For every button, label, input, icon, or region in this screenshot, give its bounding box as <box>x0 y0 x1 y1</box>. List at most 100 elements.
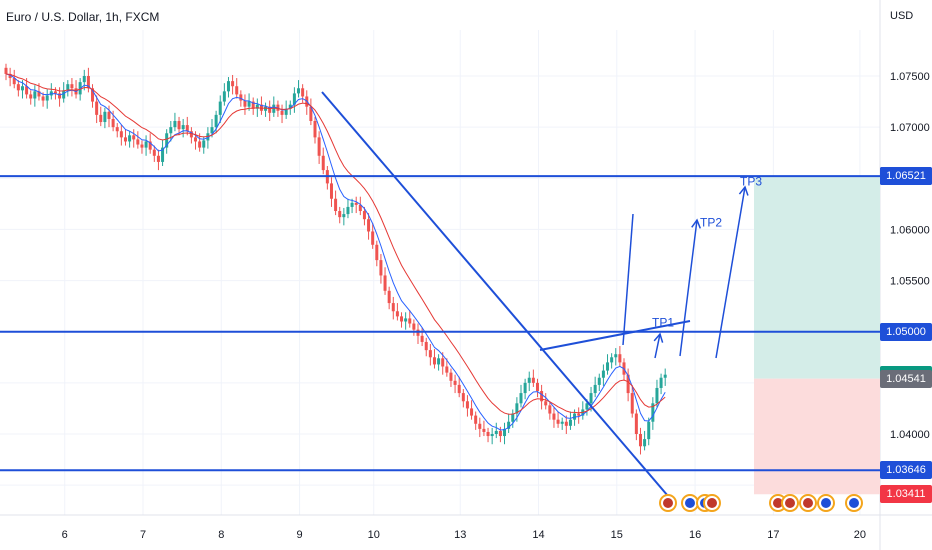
candle-body <box>465 401 469 409</box>
candle-body <box>424 341 428 351</box>
candle-body <box>132 135 136 140</box>
event-flag-center <box>785 498 795 508</box>
candle-body <box>309 106 313 122</box>
candle-body <box>62 90 66 99</box>
candle-body <box>564 421 568 426</box>
candle-body <box>457 384 461 394</box>
price-tag: 1.05000 <box>880 322 932 341</box>
event-flag-icon <box>781 494 799 512</box>
candle-body <box>601 370 605 378</box>
candle-body <box>231 81 235 87</box>
candle-body <box>379 260 383 276</box>
tp2-arrow-head <box>691 218 701 229</box>
candle-body <box>461 393 465 402</box>
candle-body <box>358 204 362 212</box>
candle-body <box>161 147 165 162</box>
candle-body <box>45 95 49 101</box>
candle-body <box>400 316 404 322</box>
candle-body <box>317 137 321 156</box>
candle-body <box>177 121 181 130</box>
candle-body <box>268 106 272 113</box>
candle-body <box>638 434 642 447</box>
price-tag: 1.03411 <box>880 485 932 504</box>
candle-body <box>544 401 548 406</box>
candle-body <box>169 127 173 134</box>
candle-body <box>251 101 255 109</box>
candle-body <box>614 354 618 358</box>
candle-body <box>651 403 655 422</box>
candle-body <box>449 372 453 381</box>
candle-body <box>297 88 301 94</box>
candle-body <box>181 125 185 130</box>
candle-body <box>152 149 156 156</box>
candle-body <box>453 380 457 385</box>
candle-body <box>540 391 544 402</box>
time-axis-label: 14 <box>532 529 544 541</box>
event-flag-center <box>821 498 831 508</box>
time-axis-label: 9 <box>296 529 302 541</box>
candle-body <box>119 131 123 138</box>
candle-body <box>515 403 519 414</box>
candle-body <box>589 393 593 404</box>
candle-body <box>663 374 667 378</box>
candle-body <box>136 139 140 145</box>
candle-body <box>498 430 502 437</box>
currency-label: USD <box>890 10 914 22</box>
candle-body <box>527 377 531 383</box>
candle-body <box>350 202 354 207</box>
tp1-arrow <box>654 333 661 359</box>
time-axis-label: 16 <box>689 529 701 541</box>
candle-body <box>115 127 119 132</box>
candle-body <box>173 121 177 128</box>
tp1-arrow-head <box>653 332 664 343</box>
candle-body <box>239 94 243 101</box>
candle-body <box>37 91 41 97</box>
price-axis-label: 1.07000 <box>890 122 930 134</box>
candle-body <box>362 211 366 220</box>
candle-body <box>556 419 560 424</box>
event-flag-center <box>685 498 695 508</box>
candle-body <box>445 366 449 373</box>
candle-body <box>288 104 292 109</box>
candle-body <box>412 323 416 330</box>
candle-body <box>8 73 12 79</box>
candle-body <box>70 84 74 89</box>
candle-body <box>29 94 33 99</box>
price-axis-label: 1.06000 <box>890 224 930 236</box>
candle-body <box>82 76 86 83</box>
candle-body <box>354 202 358 205</box>
candle-body <box>140 144 144 148</box>
target-label-3: TP3 <box>740 174 762 188</box>
candle-body <box>226 81 230 92</box>
candle-body <box>128 135 132 142</box>
candle-body <box>284 108 288 115</box>
candle-body <box>235 86 239 95</box>
price-axis-label: 1.07500 <box>890 71 930 83</box>
candle-body <box>634 413 638 434</box>
candle-body <box>218 101 222 115</box>
candle-body <box>148 141 152 150</box>
candle-body <box>103 111 107 123</box>
event-flag-center <box>663 498 673 508</box>
candle-body <box>202 140 206 148</box>
event-flag-icon <box>659 494 677 512</box>
candle-body <box>222 91 226 102</box>
candle-body <box>4 67 8 74</box>
candle-body <box>33 91 37 99</box>
downtrend-line <box>321 91 669 497</box>
candle-body <box>338 211 342 218</box>
candle-body <box>490 434 494 437</box>
candle-body <box>16 84 20 91</box>
candle-body <box>441 358 445 367</box>
candle-body <box>420 335 424 342</box>
candle-body <box>577 413 581 416</box>
candle-body <box>321 155 325 171</box>
candle-body <box>391 303 395 312</box>
projection-line <box>622 213 634 346</box>
candle-body <box>585 403 589 410</box>
candle-body <box>371 231 375 245</box>
candle-body <box>156 155 160 162</box>
candle-body <box>647 421 651 440</box>
tp3-arrow-head <box>738 185 749 196</box>
